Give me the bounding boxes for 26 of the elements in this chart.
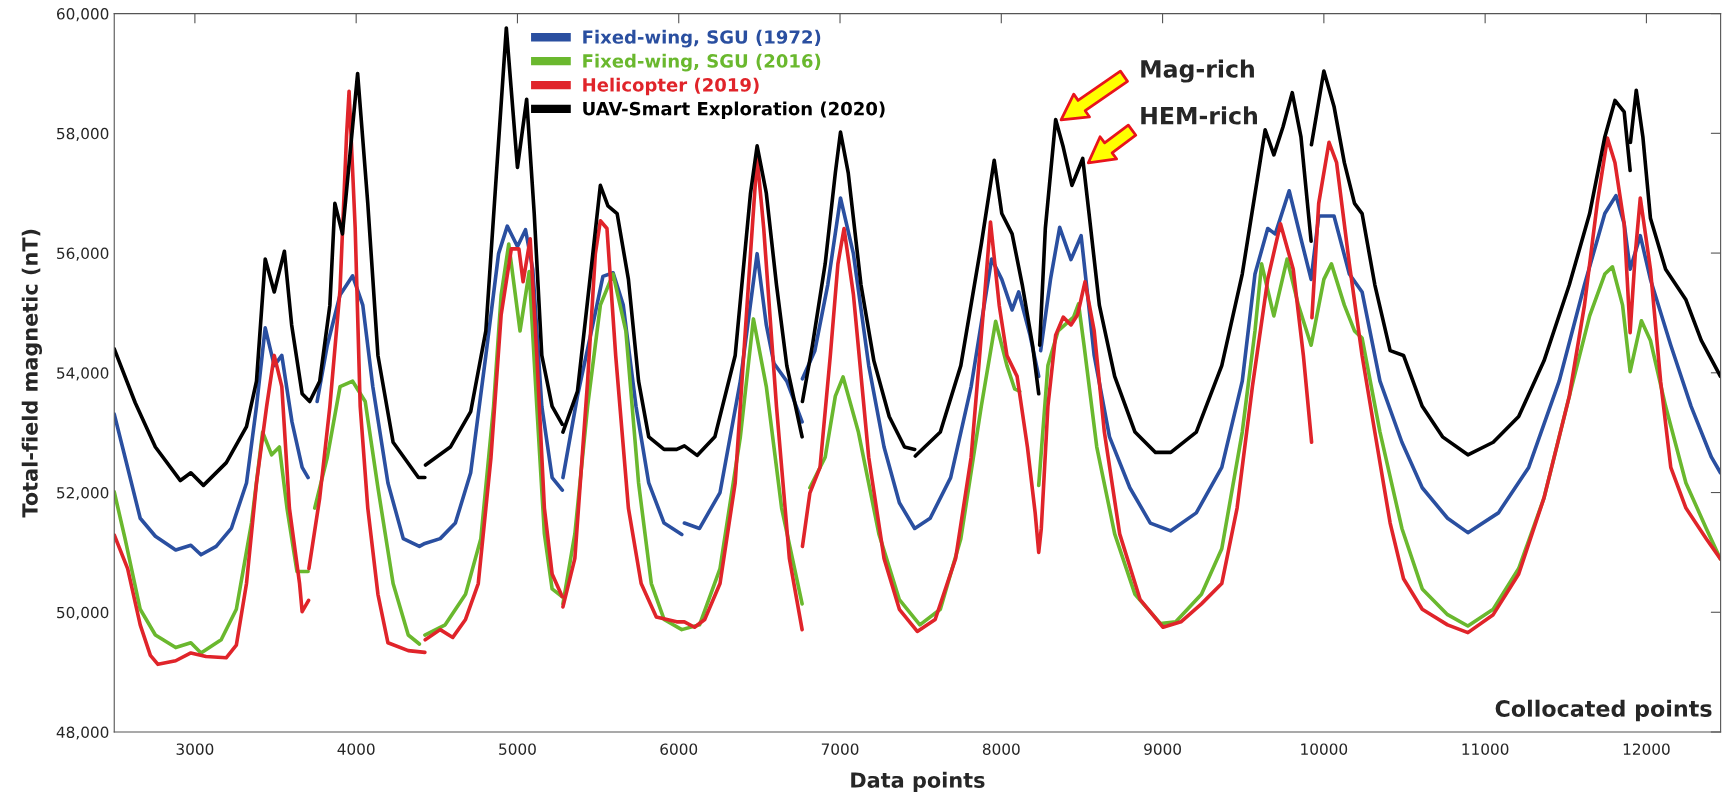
legend-label: Fixed-wing, SGU (1972) — [583, 29, 821, 48]
annotation: Mag-rich — [1141, 59, 1254, 83]
y-tick-label: 56,000 — [57, 247, 109, 261]
annotation: HEM-rich — [1141, 106, 1257, 125]
y-tick-label: 60,000 — [56, 8, 109, 22]
x-tick-label: 11000 — [1462, 743, 1509, 755]
legend-label: UAV-Smart Exploration (2020) — [583, 101, 885, 119]
y-tick-label: 54,000 — [57, 367, 109, 381]
y-tick-label: 58,000 — [57, 127, 109, 141]
legend-label: Helicopter (2019) — [583, 77, 759, 96]
x-tick-label: 8000 — [982, 743, 1020, 755]
annotation: Collocated points — [1495, 699, 1712, 722]
x-tick-label: 9000 — [1144, 743, 1181, 755]
y-axis-title: Total-field magnetic (nT) — [21, 229, 43, 518]
x-tick-label: 5000 — [499, 743, 536, 755]
legend-label: Fixed-wing, SGU (2016) — [583, 53, 821, 72]
x-tick-label: 4000 — [337, 743, 375, 755]
x-tick-label: 6000 — [660, 743, 698, 755]
y-tick-label: 48,000 — [56, 726, 109, 740]
x-tick-label: 12000 — [1623, 743, 1670, 755]
x-tick-label: 3000 — [176, 743, 214, 755]
y-tick-label: 52,000 — [57, 487, 109, 501]
x-tick-label: 10000 — [1301, 743, 1348, 755]
y-tick-label: 50,000 — [57, 606, 109, 620]
x-axis-title: Data points — [851, 771, 985, 792]
x-tick-label: 7000 — [821, 743, 859, 755]
